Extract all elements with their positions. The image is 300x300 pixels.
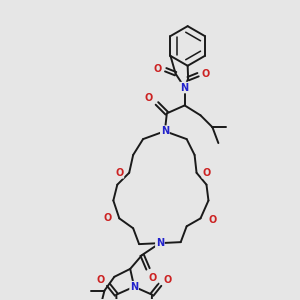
Text: O: O <box>96 275 105 285</box>
Text: N: N <box>130 282 138 292</box>
Text: N: N <box>181 82 189 93</box>
Text: O: O <box>208 215 217 225</box>
Text: O: O <box>154 64 162 74</box>
Text: O: O <box>202 168 211 178</box>
Text: O: O <box>115 168 123 178</box>
Text: O: O <box>145 94 153 103</box>
Text: O: O <box>164 275 172 285</box>
Text: O: O <box>149 273 157 283</box>
Text: O: O <box>202 69 210 79</box>
Text: O: O <box>103 213 112 224</box>
Text: N: N <box>156 238 164 248</box>
Text: N: N <box>161 126 169 136</box>
